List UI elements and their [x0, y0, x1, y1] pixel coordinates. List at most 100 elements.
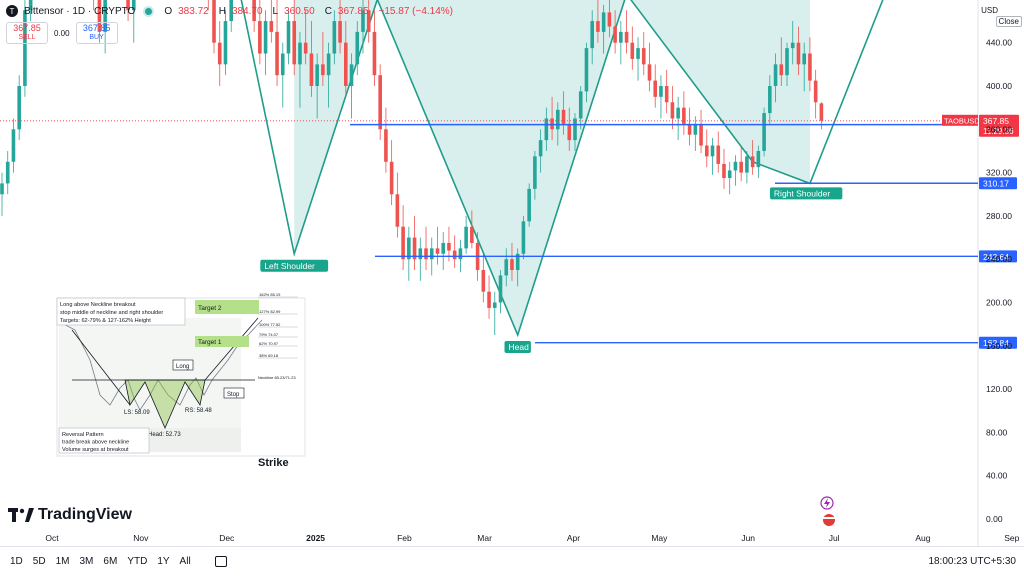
- current-price-tag[interactable]: [979, 114, 1019, 137]
- timeframe-6m[interactable]: 6M: [103, 556, 118, 567]
- candle-body: [229, 0, 233, 22]
- candle-body: [659, 86, 663, 97]
- price-tick-label: 360.00: [986, 124, 1012, 134]
- lightning-glyph-icon: [824, 498, 830, 508]
- candle-body: [813, 80, 818, 103]
- market-status-icon: [145, 7, 153, 15]
- date-range-icon[interactable]: [214, 556, 227, 567]
- close-value: 367.85: [337, 5, 369, 17]
- candle-body: [303, 42, 308, 54]
- candle-body: [704, 145, 709, 157]
- inset-footer-line: Reversal Pattern: [62, 432, 104, 438]
- level-tag[interactable]: [979, 336, 1017, 349]
- level-value: 242.64: [983, 252, 1009, 262]
- candle-body: [131, 0, 136, 11]
- candle-body: [17, 86, 21, 130]
- currency-selector[interactable]: USD: [981, 6, 998, 15]
- candle-body: [739, 161, 743, 173]
- spread-value: 0.00: [54, 28, 70, 38]
- candle-body: [23, 10, 27, 87]
- candle-body: [326, 53, 331, 76]
- tradingview-logo: TradingView: [8, 506, 132, 524]
- inset-price-line: [59, 319, 263, 411]
- current-price: 367.85: [983, 116, 1009, 126]
- price-axis[interactable]: 440.00 400.00 360.00 320.00 280.00 240.00 200.…: [986, 38, 1012, 524]
- inset-brand: Strike: [258, 457, 289, 469]
- candle-body: [567, 123, 572, 141]
- candle-body: [796, 42, 801, 65]
- candle-body: [544, 118, 549, 141]
- buy-button[interactable]: 367.85 BUY: [75, 22, 118, 44]
- timeframe-1y[interactable]: 1Y: [157, 556, 170, 567]
- candle-body: [802, 53, 806, 65]
- candle-body: [687, 123, 692, 135]
- event-markers[interactable]: [820, 496, 835, 526]
- price-chart[interactable]: 741.71589.71485.84364.31310.17242.64162.…: [0, 0, 1024, 546]
- inset-neckline-label: Neckline 65.23/71.23: [258, 375, 296, 380]
- symbol-title[interactable]: Bittensor · 1D · CRYPTO: [24, 5, 136, 17]
- buy-label: BUY: [89, 34, 104, 41]
- candle-body: [315, 64, 319, 86]
- inset-rs: RS: 58.48: [185, 408, 212, 414]
- timeframe-1m[interactable]: 1M: [55, 556, 70, 567]
- candle-body: [435, 248, 440, 254]
- inset-breakout-line: [204, 317, 259, 381]
- timeframe-ytd[interactable]: YTD: [127, 556, 148, 567]
- brand-name: TradingView: [38, 506, 132, 523]
- level-value: 310.17: [983, 179, 1009, 189]
- candle-body: [280, 53, 285, 76]
- candle-body: [464, 226, 468, 249]
- candle-body: [355, 31, 360, 65]
- candle-body: [762, 113, 766, 151]
- candle-body: [452, 250, 457, 260]
- pattern-label-box: [769, 187, 843, 200]
- candle-body: [258, 21, 262, 54]
- inset-trend-line: [71, 329, 131, 406]
- inset-head: Head: 52.73: [148, 432, 181, 438]
- clock-display[interactable]: 18:00:23 UTC+5:30: [928, 556, 1016, 567]
- candle-body: [790, 42, 795, 49]
- candle-body: [647, 64, 652, 81]
- candle-body: [447, 242, 451, 251]
- price-tick-label: 400.00: [986, 81, 1012, 91]
- sell-label: SELL: [18, 34, 36, 41]
- pattern-label-box: [504, 340, 531, 353]
- target1-band: [195, 336, 249, 347]
- inset-pattern-shape: [124, 379, 206, 430]
- candle-body: [309, 53, 314, 86]
- candle-body: [412, 237, 417, 260]
- current-symbol-tag[interactable]: [942, 114, 978, 126]
- high-value: 384.70: [231, 5, 263, 17]
- timeframe-1d[interactable]: 1D: [10, 556, 23, 567]
- candle-body: [573, 118, 577, 141]
- candle-body: [275, 31, 279, 76]
- close-button[interactable]: Close: [995, 16, 1022, 27]
- price-tick-label: 200.00: [986, 298, 1012, 308]
- economic-event-icon[interactable]: [823, 514, 835, 526]
- candle-body: [722, 163, 726, 179]
- candle-body: [773, 64, 778, 86]
- level-tag[interactable]: [979, 250, 1017, 263]
- candle-body: [372, 31, 377, 76]
- candle-body: [424, 248, 428, 260]
- sell-button[interactable]: 367.85 SELL: [6, 22, 48, 44]
- candle-body: [252, 0, 256, 22]
- candle-body: [492, 302, 497, 308]
- target2-band: [195, 300, 259, 314]
- pattern-outline: [240, 0, 884, 338]
- time-axis[interactable]: Oct Nov Dec 2025 Feb Mar Apr May Jun Jul Aug Sep: [45, 533, 1019, 543]
- candle-body: [361, 10, 365, 32]
- candle-body: [550, 118, 554, 130]
- timeframe-5d[interactable]: 5D: [32, 556, 46, 567]
- candle-body: [699, 123, 703, 146]
- inset-footer-line: Volume surges at breakout: [62, 447, 129, 453]
- legend-header: T Bittensor · 1D · CRYPTO O 383.72 H 384.7…: [0, 0, 980, 22]
- candlestick-series: [0, 0, 824, 335]
- level-tag[interactable]: [979, 177, 1017, 190]
- horizontal-levels[interactable]: 741.71589.71485.84364.31310.17242.64162.…: [0, 0, 1019, 349]
- inset-title-line: Targets: 62-79% & 127-162% Height: [60, 318, 151, 324]
- timeframe-3m[interactable]: 3M: [79, 556, 94, 567]
- candle-body: [0, 183, 4, 195]
- inset-target1: Target 1: [198, 339, 222, 346]
- timeframe-all[interactable]: All: [179, 556, 191, 567]
